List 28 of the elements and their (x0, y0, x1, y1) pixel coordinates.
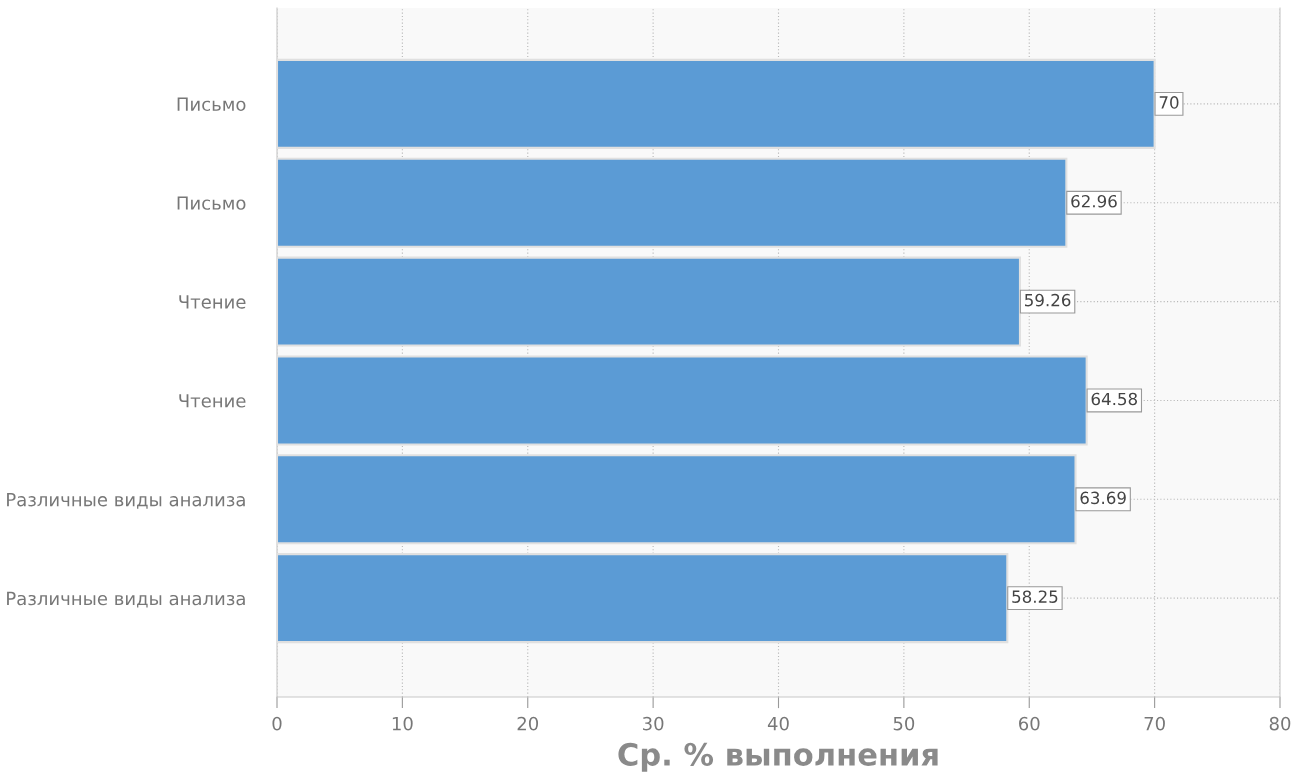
y-tick-label: Различные виды анализа (7, 492, 245, 509)
x-axis-title: Ср. % выполнения (618, 742, 938, 772)
y-tick-label: Письмо (177, 97, 246, 111)
x-tick-label: 30 (643, 716, 664, 731)
y-tick-label: Письмо (177, 196, 246, 210)
x-tick-label: 50 (893, 716, 915, 731)
y-tick-label: Чтение (179, 394, 246, 408)
y-tick-label: Чтение (179, 295, 246, 309)
x-tick-label: 0 (272, 716, 282, 731)
x-tick-label: 60 (1019, 716, 1040, 731)
data-label: 59.26 (1025, 293, 1071, 307)
x-tick-label: 10 (392, 716, 413, 731)
x-tick-label: 70 (1144, 716, 1165, 731)
bar (277, 553, 1009, 644)
data-label: 58.25 (1012, 590, 1058, 603)
bar (277, 157, 1068, 248)
bar (277, 256, 1022, 347)
bar (277, 58, 1156, 149)
bar (277, 454, 1077, 545)
data-label: 62.96 (1071, 194, 1117, 208)
y-tick-label: Различные виды анализа (7, 591, 245, 608)
data-label: 64.58 (1091, 392, 1138, 406)
x-tick-label: 40 (767, 716, 789, 731)
x-tick-label: 20 (517, 716, 539, 731)
x-tick-label: 80 (1269, 716, 1291, 731)
bar (277, 355, 1088, 446)
data-label: 70 (1159, 96, 1179, 109)
data-label: 63.69 (1080, 491, 1126, 505)
